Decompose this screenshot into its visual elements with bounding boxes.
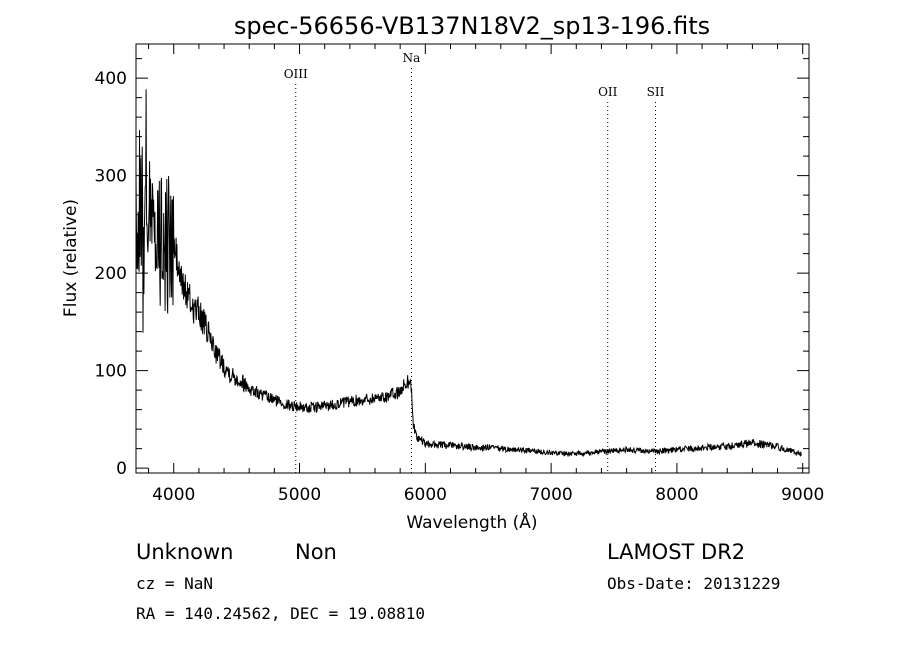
x-tick-label: 4000: [152, 485, 195, 505]
x-axis-label: Wavelength (Å): [406, 511, 537, 533]
x-tick-label: 9000: [781, 485, 824, 505]
emission-line-label: OIII: [284, 67, 308, 81]
emission-line-label: Na: [403, 51, 421, 65]
emission-line-label: SII: [647, 85, 665, 99]
x-tick-label: 5000: [278, 485, 321, 505]
plot-frame: [135, 43, 810, 474]
x-tick-label: 7000: [529, 485, 572, 505]
emission-line-label: OII: [598, 85, 618, 99]
emission-line-markers: OIII Na OII SII: [284, 51, 665, 473]
object-subclass: Non: [295, 540, 337, 564]
x-tick-label: 6000: [404, 485, 447, 505]
y-tick-label: 100: [95, 362, 127, 382]
object-class: Unknown: [136, 540, 233, 564]
y-tick-label: 200: [95, 264, 127, 284]
y-tick-label: 300: [95, 167, 127, 187]
observation-date: Obs-Date: 20131229: [607, 574, 780, 593]
axis-ticks: [136, 44, 809, 473]
y-tick-label: 0: [116, 459, 127, 479]
chart-title: spec-56656-VB137N18V2_sp13-196.fits: [234, 12, 710, 40]
y-tick-label: 400: [95, 69, 127, 89]
spectrum-line: [135, 89, 802, 458]
redshift-readout: cz = NaN: [136, 574, 213, 593]
axis-tick-labels: 4000 5000 6000 7000 8000 9000 0 100 200 300 400: [95, 69, 825, 505]
y-axis-label: Flux (relative): [61, 199, 81, 317]
survey-name: LAMOST DR2: [607, 540, 745, 564]
x-tick-label: 8000: [655, 485, 698, 505]
coordinates-readout: RA = 140.24562, DEC = 19.08810: [136, 604, 425, 623]
